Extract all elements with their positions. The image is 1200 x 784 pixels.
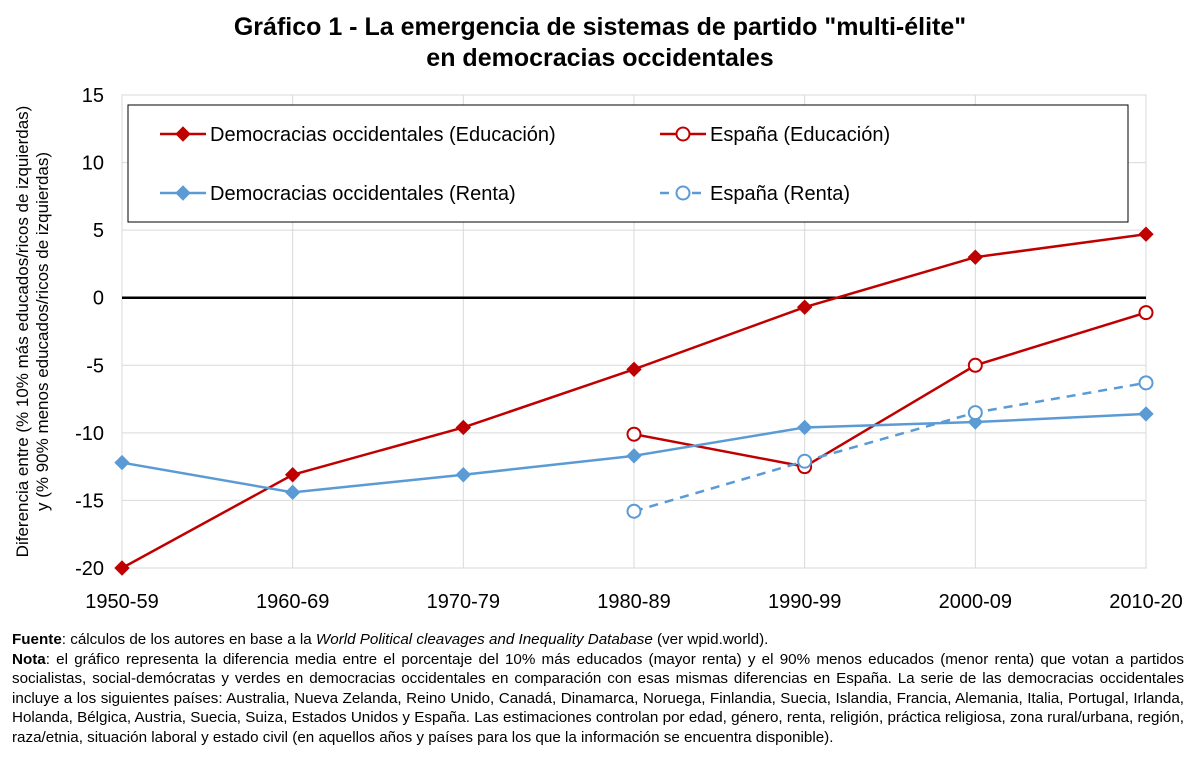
source-database-name: World Political cleavages and Inequality… <box>315 631 653 648</box>
data-point <box>626 426 642 442</box>
data-point <box>626 503 642 519</box>
x-tick-label: 1990-99 <box>768 591 841 613</box>
notes: Fuente: cálculos de los autores en base … <box>12 630 1184 748</box>
data-point <box>455 467 472 483</box>
x-tick-label: 1950-59 <box>85 591 158 613</box>
legend-marker <box>675 185 691 201</box>
legend: Democracias occidentales (Educación) Espa… <box>127 104 1129 223</box>
y-axis-label-line: y (% 90% menos educados/ricos de izquier… <box>33 152 52 511</box>
series-3 <box>114 406 1154 501</box>
x-tick-label: 1970-79 <box>427 591 500 613</box>
source-text-pre: : cálculos de los autores en base a la <box>61 631 316 648</box>
data-point <box>626 361 642 378</box>
series-layer <box>114 226 1154 576</box>
legend-label: Democracias occidentales (Renta) <box>210 183 516 205</box>
legend-item-3: Democracias occidentales (Renta) <box>160 183 516 205</box>
legend-marker <box>175 185 191 201</box>
axis-labels: Diferencia entre (% 10% más educados/ric… <box>13 106 52 558</box>
data-point <box>1138 375 1154 391</box>
data-point <box>114 454 130 471</box>
legend-item-2: España (Educación) <box>660 124 890 146</box>
axes: 15 10 5 0 -5 -10 -15 -20 1950-59 1960-69 1970-79 19… <box>75 85 1183 613</box>
source-text-post: (ver wpid.world). <box>652 631 769 648</box>
data-point <box>967 249 984 265</box>
data-point <box>1138 305 1154 321</box>
legend-item-1: Democracias occidentales (Educación) <box>160 124 556 146</box>
legend-box <box>127 104 1129 223</box>
y-tick-label: -20 <box>75 558 104 580</box>
line-chart: 15 10 5 0 -5 -10 -15 -20 1950-59 1960-69 1970-79 19… <box>13 85 1183 613</box>
data-point <box>1138 406 1154 422</box>
series-2 <box>626 305 1154 475</box>
source-note: Fuente: cálculos de los autores en base … <box>12 630 1184 650</box>
series-1 <box>114 226 1154 576</box>
data-point <box>284 484 301 501</box>
y-tick-label: 5 <box>93 220 104 242</box>
data-point <box>796 299 813 315</box>
series-line <box>633 311 1147 468</box>
note-label: Nota <box>12 650 46 668</box>
series-line <box>633 381 1147 513</box>
y-tick-label: -10 <box>75 423 104 445</box>
legend-marker <box>675 126 691 142</box>
data-point <box>1138 226 1154 242</box>
y-tick-label: -15 <box>75 490 104 512</box>
legend-item-4: España (Renta) <box>660 183 850 205</box>
data-point <box>797 453 813 469</box>
note-text: : el gráfico representa la diferencia me… <box>12 650 1184 746</box>
y-axis-label: Diferencia entre (% 10% más educados/ric… <box>13 106 52 558</box>
chart-title: Gráfico 1 - La emergencia de sistemas de… <box>0 12 1200 74</box>
source-label: Fuente <box>12 631 62 648</box>
legend-label: Democracias occidentales (Educación) <box>210 124 556 146</box>
chart-title-line-1: Gráfico 1 - La emergencia de sistemas de… <box>233 13 967 41</box>
data-point <box>967 405 983 421</box>
y-tick-label: -5 <box>86 355 104 377</box>
data-point <box>796 419 813 436</box>
legend-marker <box>175 126 191 142</box>
legend-label: España (Educación) <box>710 124 890 146</box>
x-tick-label: 2010-20 <box>1109 591 1182 613</box>
y-axis-label-line: Diferencia entre (% 10% más educados/ric… <box>13 106 32 558</box>
explanatory-note: Nota: el gráfico representa la diferenci… <box>12 650 1184 748</box>
series-4 <box>626 375 1154 519</box>
data-point <box>284 467 301 483</box>
y-tick-label: 10 <box>82 153 104 175</box>
data-point <box>114 560 130 576</box>
data-point <box>455 419 472 436</box>
data-point <box>967 357 983 373</box>
x-tick-label: 1980-89 <box>597 591 670 613</box>
x-tick-label: 2000-09 <box>939 591 1012 613</box>
legend-label: España (Renta) <box>710 183 850 205</box>
x-tick-label: 1960-69 <box>256 591 329 613</box>
y-tick-label: 15 <box>82 85 104 107</box>
data-point <box>626 448 642 464</box>
chart-title-line-2: en democracias occidentales <box>426 44 774 72</box>
y-tick-label: 0 <box>93 288 104 310</box>
